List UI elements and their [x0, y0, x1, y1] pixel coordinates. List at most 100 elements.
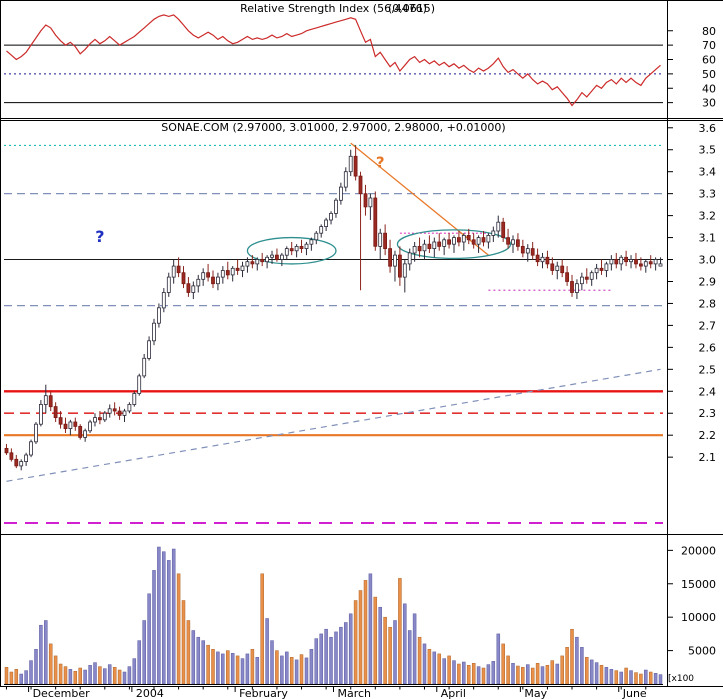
volume-bar: [511, 663, 515, 685]
candle-body: [53, 406, 58, 419]
candle-body: [9, 452, 14, 460]
question-mark-annotation[interactable]: ?: [95, 227, 104, 246]
volume-bar: [304, 657, 309, 685]
volume-bar: [417, 636, 422, 685]
volume-bar: [4, 667, 9, 685]
candle-body: [555, 265, 560, 271]
candle-body: [402, 263, 407, 278]
volume-axis-label: 5000: [688, 645, 716, 658]
volume-bar: [648, 671, 653, 685]
candle-body: [604, 263, 609, 271]
candle-body: [368, 197, 373, 208]
candle-body: [112, 408, 117, 412]
volume-axis-label: 10000: [681, 611, 716, 624]
volume-bar: [152, 570, 156, 685]
volume-bar: [427, 649, 432, 685]
candle-body: [570, 281, 574, 293]
candle-body: [653, 259, 658, 265]
candle-body: [98, 417, 102, 421]
candles-layer[interactable]: [4, 145, 663, 471]
price-axis-label: 2.7: [699, 319, 717, 332]
price-axis-label: 2.1: [699, 451, 717, 464]
candle-body: [516, 239, 520, 247]
candle-body: [540, 256, 545, 263]
rsi-axis-label: 70: [702, 39, 716, 52]
candle-body: [629, 259, 633, 263]
volume-bar: [526, 664, 530, 685]
volume-bar: [63, 666, 68, 685]
volume-bar: [137, 640, 141, 685]
candle-body: [147, 340, 152, 359]
volume-bar: [378, 606, 382, 685]
volume-panel[interactable]: [4, 546, 663, 685]
volume-bar: [535, 663, 540, 685]
price-series-title: SONAE.COM (2.97000, 3.01000, 2.97000, 2.…: [161, 121, 506, 134]
candle-body: [437, 241, 442, 247]
volume-bar: [275, 650, 279, 685]
candle-body: [329, 212, 333, 221]
volume-bar: [373, 596, 378, 685]
volume-bar: [299, 654, 304, 685]
candle-body: [452, 237, 456, 245]
volume-bar: [447, 655, 451, 685]
rsi-panel[interactable]: [4, 14, 663, 107]
candle-body: [511, 239, 515, 245]
volume-bar: [339, 626, 343, 685]
candle-body: [294, 245, 299, 252]
volume-bar: [585, 657, 589, 685]
price-axis-label: 3.0: [699, 254, 717, 267]
candle-body: [215, 276, 220, 285]
volume-bar: [44, 620, 48, 685]
candle-body: [639, 263, 643, 267]
candle-body: [442, 239, 447, 247]
rising-support-trendline[interactable]: [6, 368, 661, 482]
volume-bar: [250, 649, 255, 685]
volume-bar: [309, 649, 314, 685]
candle-body: [373, 197, 378, 247]
volume-bar: [324, 628, 328, 685]
candle-body: [166, 276, 171, 293]
candle-body: [127, 403, 132, 412]
volume-bar: [235, 655, 240, 685]
candle-body: [491, 230, 496, 236]
candle-body: [343, 171, 348, 188]
volume-bar: [14, 669, 19, 685]
candle-body: [255, 259, 260, 265]
volume-bar: [580, 647, 584, 685]
candle-body: [319, 226, 324, 234]
price-axis-label: 3.3: [699, 188, 717, 201]
volume-bar: [486, 664, 491, 685]
x-axis-month-label: February: [239, 687, 288, 699]
volume-bar: [629, 670, 633, 685]
volume-bar: [39, 624, 43, 685]
volume-bar: [201, 640, 205, 685]
volume-bar: [19, 673, 23, 685]
x-axis-month-label: March: [338, 687, 372, 699]
question-mark-annotation[interactable]: ?: [376, 153, 385, 171]
price-axis-label: 3.6: [699, 122, 717, 135]
candle-body: [378, 232, 383, 247]
volume-bar: [491, 661, 496, 685]
volume-bar: [462, 661, 466, 685]
ellipse-annotation[interactable]: [396, 229, 512, 260]
candle-body: [274, 254, 279, 260]
volume-bar: [329, 636, 333, 685]
candle-body: [565, 272, 569, 282]
candle-body: [348, 155, 353, 173]
price-panel[interactable]: ??: [4, 142, 663, 525]
candle-body: [471, 239, 476, 245]
candle-body: [78, 425, 83, 438]
candle-body: [584, 276, 589, 280]
candle-body: [29, 441, 33, 456]
candle-body: [14, 458, 19, 467]
rsi-line[interactable]: [6, 14, 661, 107]
volume-bar: [560, 655, 564, 685]
volume-bar: [398, 578, 402, 685]
volume-bar: [368, 573, 373, 685]
candle-body: [4, 447, 9, 454]
volume-bar: [88, 665, 92, 685]
candle-body: [63, 423, 68, 430]
ellipse-annotation[interactable]: [246, 236, 337, 265]
volume-bar: [186, 620, 191, 685]
